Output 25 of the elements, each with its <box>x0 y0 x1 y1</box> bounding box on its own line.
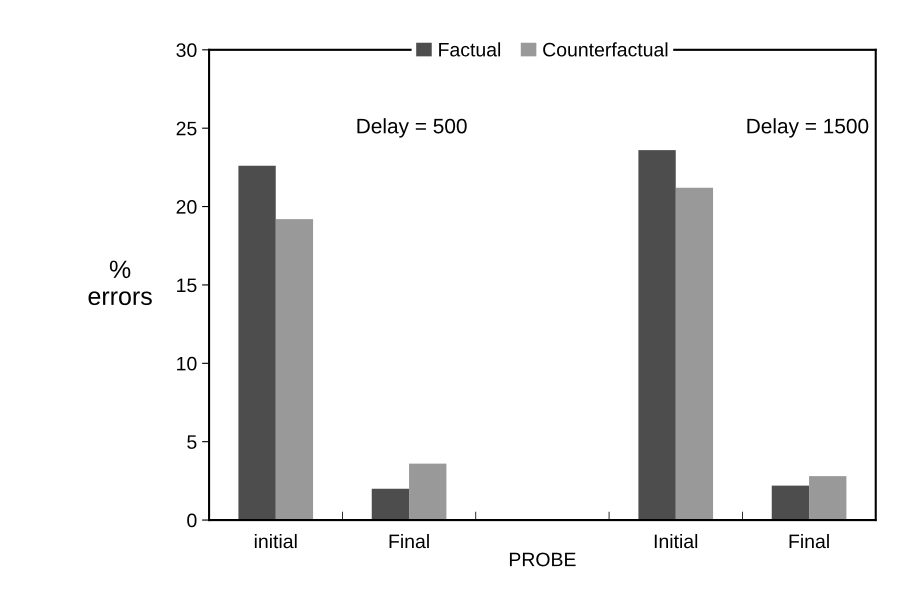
annotation: Delay = 1500 <box>747 118 868 138</box>
y-tick-label: 20 <box>176 200 197 214</box>
bar <box>276 219 314 520</box>
y-tick-label: 0 <box>187 514 197 528</box>
bar <box>809 476 846 520</box>
legend-label: Counterfactual <box>543 42 668 57</box>
bar <box>676 188 714 520</box>
bar <box>772 486 810 520</box>
x-tick-label: Final <box>390 534 429 548</box>
y-tick-label: 10 <box>177 356 197 371</box>
annotation: Delay = 500 <box>357 118 467 138</box>
y-tick-label: 25 <box>176 122 196 136</box>
x-tick-label: initial <box>254 534 297 548</box>
legend-label: Factual <box>439 42 500 57</box>
x-tick-label: Final <box>790 534 829 548</box>
y-axis-title: % errors <box>88 260 152 306</box>
bar <box>372 488 410 520</box>
bar <box>638 150 676 520</box>
bar <box>238 166 276 520</box>
y-tick-label: 15 <box>177 278 196 292</box>
y-tick-label: 30 <box>176 43 197 58</box>
bar <box>409 464 446 520</box>
y-tick-label: 5 <box>187 435 196 449</box>
x-axis-title: PROBE <box>510 552 576 566</box>
x-tick-label: Initial <box>654 534 698 548</box>
